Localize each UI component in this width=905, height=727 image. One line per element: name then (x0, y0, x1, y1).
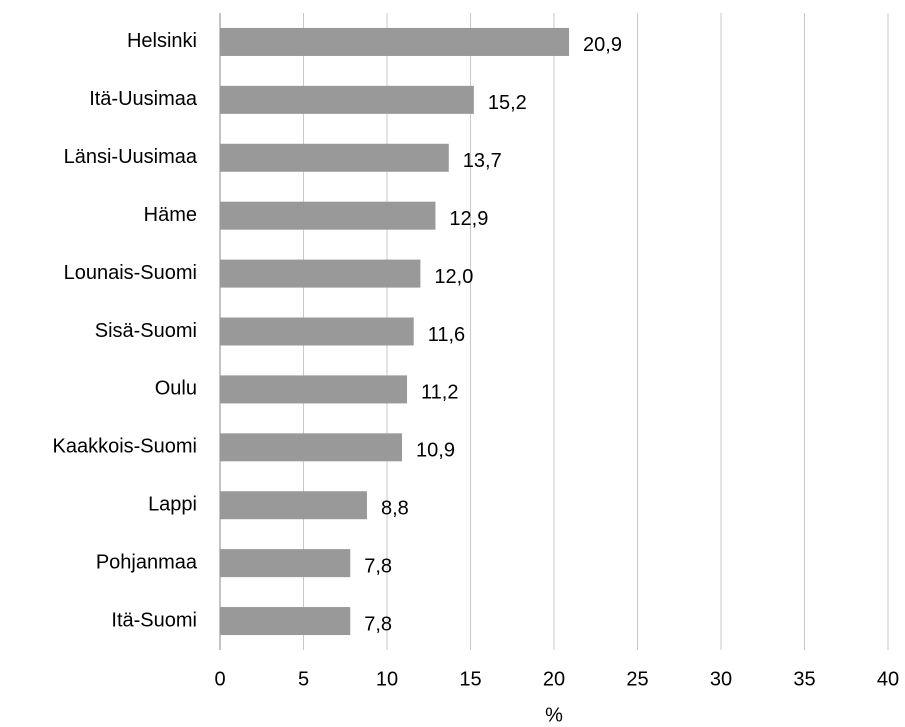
x-tick-label: 30 (710, 668, 732, 690)
bar (220, 433, 403, 462)
bar (220, 491, 367, 520)
bar (220, 375, 408, 404)
value-label: 10,9 (416, 440, 455, 462)
value-label: 15,2 (488, 92, 527, 114)
x-tick-label: 15 (459, 668, 481, 690)
value-label: 12,0 (434, 266, 473, 288)
value-label: 7,8 (364, 555, 392, 577)
bar (220, 259, 421, 288)
x-tick-label: 20 (543, 668, 565, 690)
x-tick-label: 40 (877, 668, 899, 690)
bar (220, 143, 449, 172)
y-tick-label: Oulu (155, 378, 197, 400)
value-label: 13,7 (463, 150, 502, 172)
x-tick-label: 0 (214, 668, 225, 690)
y-tick-label: Sisä-Suomi (95, 320, 197, 342)
y-tick-label: Kaakkois-Suomi (52, 436, 197, 458)
y-tick-label: Länsi-Uusimaa (64, 146, 198, 168)
bar (220, 549, 351, 578)
value-label: 8,8 (381, 498, 409, 520)
bar (220, 607, 351, 636)
value-label: 20,9 (583, 34, 622, 56)
x-axis-label: % (545, 704, 563, 726)
y-tick-label: Lounais-Suomi (64, 262, 197, 284)
bar (220, 317, 414, 346)
x-tick-label: 25 (626, 668, 648, 690)
y-tick-label: Itä-Suomi (111, 609, 197, 631)
bar (220, 201, 436, 230)
value-label: 7,8 (364, 613, 392, 635)
value-label: 12,9 (449, 208, 488, 230)
bar (220, 27, 570, 56)
y-tick-label: Lappi (148, 494, 197, 516)
x-tick-label: 5 (298, 668, 309, 690)
value-label: 11,6 (428, 324, 465, 346)
y-tick-label: Itä-Uusimaa (89, 88, 198, 110)
x-tick-label: 10 (376, 668, 398, 690)
y-tick-label: Helsinki (127, 30, 197, 52)
x-tick-label: 35 (793, 668, 815, 690)
y-tick-label: Pohjanmaa (96, 551, 198, 573)
value-label: 11,2 (421, 382, 458, 404)
y-tick-label: Häme (144, 204, 197, 226)
bar (220, 85, 474, 114)
